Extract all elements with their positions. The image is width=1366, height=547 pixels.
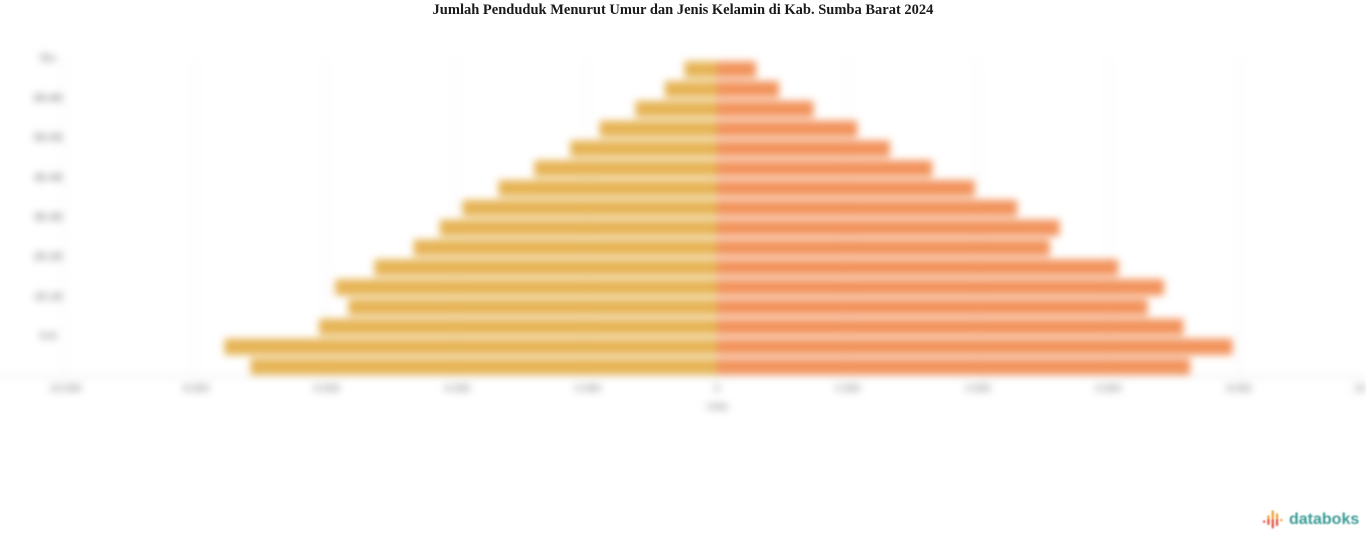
svg-text:0: 0 [714, 384, 720, 395]
svg-text:65-69: 65-69 [34, 93, 62, 105]
svg-text:35-39: 35-39 [34, 212, 62, 224]
svg-text:15-19: 15-19 [34, 291, 62, 303]
svg-text:45-49: 45-49 [34, 172, 62, 184]
svg-text:-6.000: -6.000 [311, 384, 340, 395]
svg-text:10.000: 10.000 [1354, 384, 1366, 395]
svg-text:75+: 75+ [39, 53, 58, 65]
svg-text:Usia: Usia [706, 401, 727, 413]
svg-text:-4.000: -4.000 [442, 384, 471, 395]
svg-text:-8.000: -8.000 [181, 384, 210, 395]
svg-text:6.000: 6.000 [1096, 384, 1121, 395]
svg-text:8.000: 8.000 [1226, 384, 1251, 395]
svg-text:-10.000: -10.000 [48, 384, 82, 395]
svg-text:4.000: 4.000 [965, 384, 990, 395]
svg-text:-2.000: -2.000 [572, 384, 601, 395]
svg-text:25-29: 25-29 [34, 251, 62, 263]
svg-text:55-59: 55-59 [34, 132, 62, 144]
svg-text:2.000: 2.000 [835, 384, 860, 395]
svg-text:5-9: 5-9 [40, 330, 56, 342]
